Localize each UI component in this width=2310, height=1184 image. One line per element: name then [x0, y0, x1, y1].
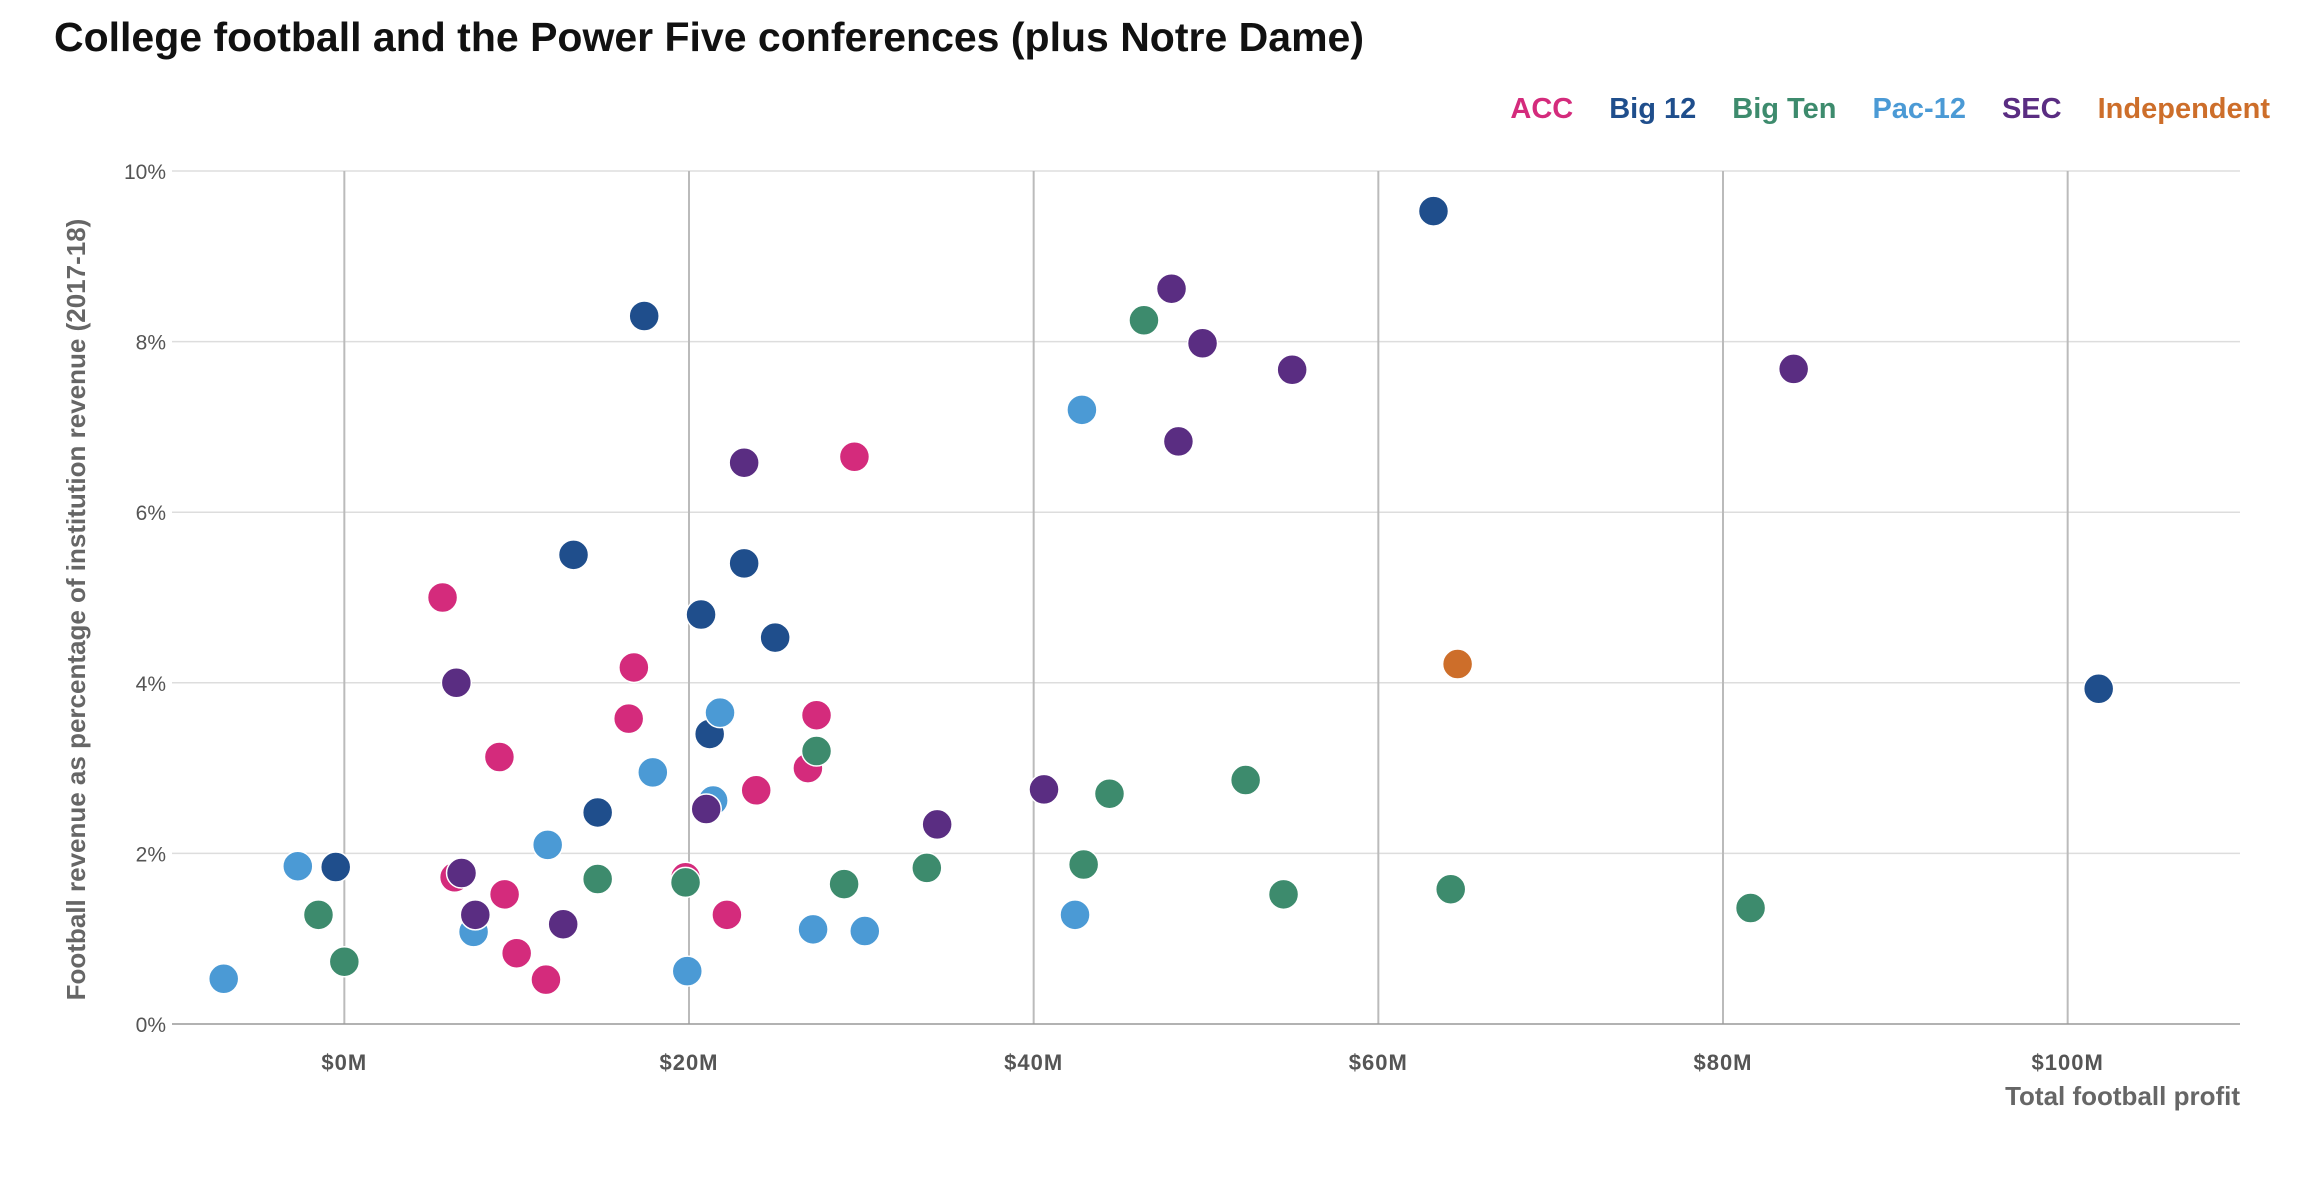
data-point-big-12[interactable] [2082, 673, 2115, 705]
y-tick-label: 2% [136, 843, 166, 866]
data-point-sec[interactable] [1028, 773, 1060, 806]
data-point-sec[interactable] [445, 857, 478, 889]
data-point-big-ten[interactable] [1128, 304, 1160, 337]
data-point-sec[interactable] [459, 899, 492, 931]
data-point-pac-12[interactable] [1059, 899, 1091, 931]
data-point-pac-12[interactable] [849, 915, 881, 947]
data-point-acc[interactable] [800, 699, 833, 731]
data-point-pac-12[interactable] [797, 913, 829, 946]
data-point-big-ten[interactable] [911, 852, 943, 884]
data-point-big-ten[interactable] [328, 945, 361, 978]
data-point-sec[interactable] [921, 808, 953, 841]
data-point-big-ten[interactable] [581, 863, 614, 895]
y-tick-label: 8% [136, 332, 166, 355]
data-point-big-ten[interactable] [1093, 777, 1126, 810]
data-point-big-12[interactable] [759, 621, 791, 654]
data-point-acc[interactable] [838, 441, 871, 473]
data-point-pac-12[interactable] [1066, 394, 1098, 426]
data-point-sec[interactable] [690, 793, 722, 825]
data-point-big-ten[interactable] [1434, 873, 1467, 905]
grid-layer [172, 170, 2240, 1024]
y-tick-label: 4% [136, 673, 166, 696]
legend-item-acc: ACC [1510, 93, 1573, 125]
data-point-independent[interactable] [1441, 648, 1474, 680]
data-point-acc[interactable] [740, 774, 772, 807]
data-point-pac-12[interactable] [704, 696, 736, 729]
data-point-acc[interactable] [488, 878, 521, 911]
legend-item-independent: Independent [2098, 93, 2271, 125]
data-point-sec[interactable] [1276, 353, 1308, 386]
data-point-big-ten[interactable] [302, 899, 335, 931]
data-point-sec[interactable] [728, 446, 760, 479]
data-point-big-ten[interactable] [1734, 892, 1767, 924]
legend-item-pac-12: Pac-12 [1872, 93, 1966, 125]
data-points [207, 195, 2115, 996]
data-point-acc[interactable] [612, 702, 645, 735]
data-point-big-12[interactable] [628, 300, 660, 332]
data-point-big-12[interactable] [581, 796, 614, 829]
data-point-big-ten[interactable] [800, 735, 833, 767]
x-axis-title: Total football profit [2005, 1081, 2240, 1111]
data-point-big-ten[interactable] [828, 868, 860, 900]
legend-item-big-ten: Big Ten [1732, 93, 1836, 125]
axis-layer: 0% 2% 4% 6% 8% 10% $0M $20M $40M $60M $80M $100M Tot… [61, 161, 2240, 1111]
x-tick-label: $60M [1349, 1050, 1408, 1075]
y-axis-title: Football revenue as percentage of instit… [61, 219, 91, 1001]
data-point-acc[interactable] [483, 741, 516, 773]
data-point-acc[interactable] [711, 899, 743, 931]
data-point-pac-12[interactable] [531, 829, 564, 861]
legend: Independent SEC Pac-12 Big Ten Big 12 ACC [1510, 93, 2270, 125]
data-point-big-ten[interactable] [1229, 764, 1262, 796]
data-point-acc[interactable] [500, 937, 533, 969]
data-point-sec[interactable] [1155, 272, 1188, 305]
data-point-pac-12[interactable] [207, 963, 240, 995]
data-point-big-ten[interactable] [1067, 848, 1100, 881]
data-point-sec[interactable] [1186, 327, 1219, 360]
data-point-big-12[interactable] [728, 547, 760, 580]
data-point-big-ten[interactable] [669, 866, 702, 899]
y-tick-label: 0% [136, 1014, 166, 1037]
x-tick-label: $0M [321, 1050, 367, 1075]
data-point-sec[interactable] [440, 667, 473, 699]
data-point-big-ten[interactable] [1267, 878, 1300, 911]
data-point-pac-12[interactable] [637, 756, 669, 789]
data-point-sec[interactable] [1777, 353, 1810, 385]
legend-item-big-12: Big 12 [1609, 93, 1696, 125]
x-tick-label: $80M [1693, 1050, 1752, 1075]
x-tick-label: $40M [1004, 1050, 1063, 1075]
data-point-pac-12[interactable] [671, 955, 704, 987]
data-point-big-12[interactable] [319, 851, 352, 883]
data-point-sec[interactable] [547, 908, 579, 940]
chart-title: College football and the Power Five conf… [54, 14, 1364, 60]
data-point-acc[interactable] [618, 651, 650, 684]
data-point-big-12[interactable] [1417, 195, 1450, 227]
data-point-acc[interactable] [530, 963, 562, 996]
data-point-big-12[interactable] [557, 539, 590, 571]
y-tick-label: 10% [124, 161, 166, 184]
x-tick-label: $20M [659, 1050, 718, 1075]
y-tick-label: 6% [136, 502, 166, 525]
data-point-pac-12[interactable] [282, 850, 314, 882]
data-point-acc[interactable] [426, 581, 459, 614]
x-tick-label: $100M [2032, 1050, 2104, 1075]
legend-item-sec: SEC [2002, 93, 2062, 125]
data-point-sec[interactable] [1162, 425, 1195, 458]
data-point-big-12[interactable] [685, 598, 717, 631]
